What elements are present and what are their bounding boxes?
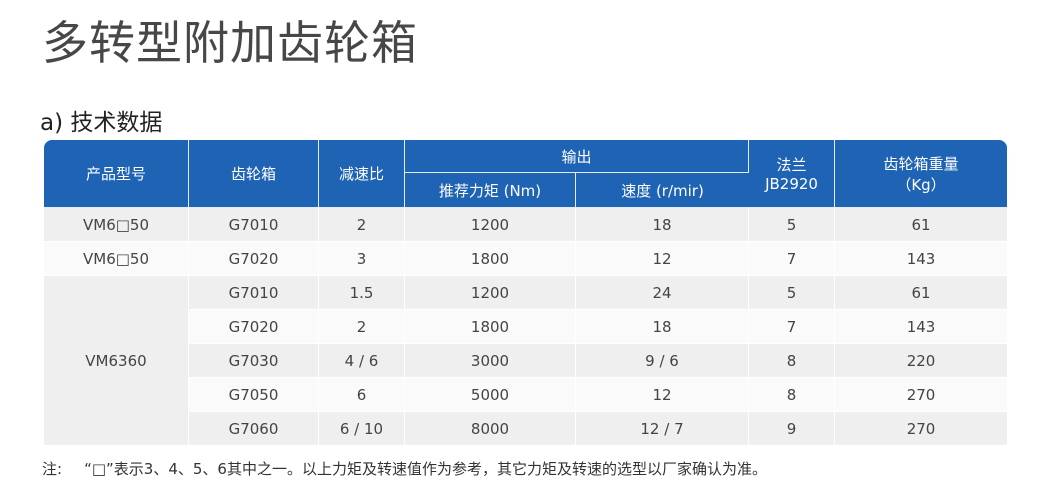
cell-ratio: 4 / 6 xyxy=(319,344,405,378)
cell-weight: 61 xyxy=(835,208,1008,242)
cell-speed: 12 xyxy=(576,378,750,412)
header-flange: 法兰 JB2920 xyxy=(749,140,836,208)
cell-gearbox: G7050 xyxy=(189,378,319,412)
cell-torque: 8000 xyxy=(405,412,576,446)
cell-flange: 8 xyxy=(749,378,836,412)
cell-model: VM6□50 xyxy=(44,242,189,276)
table-row: VM6□50 G7010 2 1200 18 5 61 xyxy=(44,208,1008,242)
page-title: 多转型附加齿轮箱 xyxy=(42,16,418,70)
spec-table: 产品型号 齿轮箱 减速比 输出 法兰 JB2920 齿轮箱重量 （Kg） 推荐力… xyxy=(44,140,1008,446)
header-model: 产品型号 xyxy=(44,140,189,208)
cell-gearbox: G7010 xyxy=(189,208,319,242)
cell-flange: 8 xyxy=(749,344,836,378)
cell-torque: 5000 xyxy=(405,378,576,412)
cell-gearbox: G7010 xyxy=(189,276,319,310)
cell-speed: 12 xyxy=(576,242,750,276)
footnote-text: “□”表示3、4、5、6其中之一。以上力矩及转速值作为参考，其它力矩及转速的选型… xyxy=(84,460,767,478)
cell-torque: 1200 xyxy=(405,208,576,242)
header-weight-unit: （Kg） xyxy=(896,175,946,194)
cell-speed: 9 / 6 xyxy=(576,344,750,378)
cell-flange: 5 xyxy=(749,276,836,310)
cell-speed: 12 / 7 xyxy=(576,412,750,446)
cell-gearbox: G7030 xyxy=(189,344,319,378)
cell-flange: 9 xyxy=(749,412,836,446)
cell-ratio: 2 xyxy=(319,310,405,344)
cell-gearbox: G7020 xyxy=(189,242,319,276)
table-row: G7030 4 / 6 3000 9 / 6 8 220 xyxy=(44,344,1008,378)
cell-ratio: 2 xyxy=(319,208,405,242)
cell-weight: 61 xyxy=(835,276,1008,310)
cell-model: VM6□50 xyxy=(44,208,189,242)
cell-gearbox: G7060 xyxy=(189,412,319,446)
cell-speed: 18 xyxy=(576,208,750,242)
header-weight: 齿轮箱重量 （Kg） xyxy=(835,140,1008,208)
cell-weight: 220 xyxy=(835,344,1008,378)
table-row: G7060 6 / 10 8000 12 / 7 9 270 xyxy=(44,412,1008,446)
cell-torque: 1800 xyxy=(405,310,576,344)
cell-flange: 7 xyxy=(749,310,836,344)
cell-weight: 143 xyxy=(835,242,1008,276)
cell-speed: 24 xyxy=(576,276,750,310)
header-weight-label: 齿轮箱重量 xyxy=(883,154,959,173)
cell-weight: 270 xyxy=(835,378,1008,412)
cell-torque: 1200 xyxy=(405,276,576,310)
footnote: 注: “□”表示3、4、5、6其中之一。以上力矩及转速值作为参考，其它力矩及转速的… xyxy=(42,459,767,479)
header-flange-standard: JB2920 xyxy=(765,175,818,193)
table-row: G7050 6 5000 12 8 270 xyxy=(44,378,1008,412)
cell-ratio: 6 xyxy=(319,378,405,412)
cell-ratio: 6 / 10 xyxy=(319,412,405,446)
cell-gearbox: G7020 xyxy=(189,310,319,344)
cell-torque: 3000 xyxy=(405,344,576,378)
cell-speed: 18 xyxy=(576,310,750,344)
cell-ratio: 1.5 xyxy=(319,276,405,310)
header-speed: 速度 (r/mir) xyxy=(576,173,750,208)
header-ratio: 减速比 xyxy=(319,140,405,208)
cell-flange: 7 xyxy=(749,242,836,276)
cell-ratio: 3 xyxy=(319,242,405,276)
cell-weight: 143 xyxy=(835,310,1008,344)
header-flange-label: 法兰 xyxy=(776,156,807,174)
table-row: VM6□50 G7020 3 1800 12 7 143 xyxy=(44,242,1008,276)
cell-model-merged: VM6360 xyxy=(44,276,189,446)
cell-torque: 1800 xyxy=(405,242,576,276)
table-row: G7020 2 1800 18 7 143 xyxy=(44,310,1008,344)
footnote-label: 注: xyxy=(42,460,63,478)
section-title: a) 技术数据 xyxy=(40,110,163,136)
header-torque: 推荐力矩 (Nm) xyxy=(405,173,576,208)
header-output: 输出 xyxy=(405,140,750,173)
cell-weight: 270 xyxy=(835,412,1008,446)
header-gearbox: 齿轮箱 xyxy=(189,140,319,208)
cell-flange: 5 xyxy=(749,208,836,242)
table-row: VM6360 G7010 1.5 1200 24 5 61 xyxy=(44,276,1008,446)
